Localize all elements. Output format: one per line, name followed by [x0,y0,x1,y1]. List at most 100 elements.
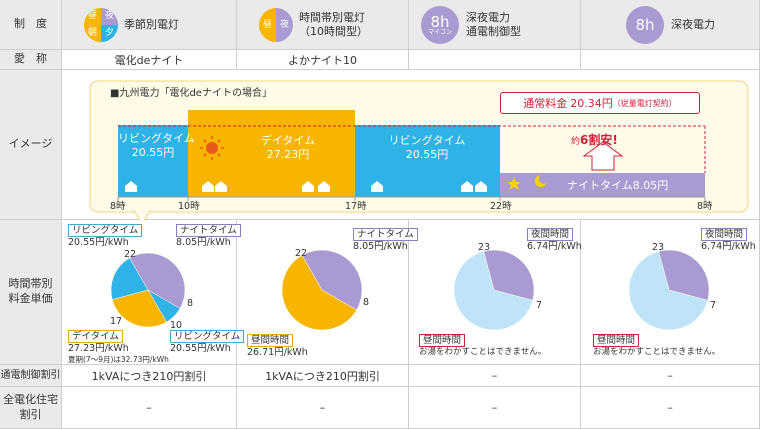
control-col1-text: 1kVAにつき210円割引 [91,369,207,383]
col1-night-name: ナイトタイム [176,224,241,238]
col1-living-name: リビングタイム [68,224,143,238]
header-system-text: 制 度 [14,17,47,31]
rates-col2: ナイトタイム 8.05円/kWh 昼間時間 26.71円/kWh 22 8 [237,220,418,365]
rates-col4: 夜間時間 6.74円/kWh 昼間時間 お湯をわかすことはできません。 23 7 [581,220,760,365]
all-electric-col1-text: – [146,401,152,414]
header-late-night: 8h 深夜電力 [581,0,760,50]
normal-rate-value: 20.34円 [570,97,613,110]
col1-living-tag: リビングタイム 20.55円/kWh [68,224,143,249]
callout-pointer-cover [135,210,149,213]
tick-label: 22時 [490,201,512,212]
col1-hour-22: 22 [124,249,137,260]
col1-night-tag: ナイトタイム 8.05円/kWh [176,224,241,249]
rates-col3: 夜間時間 6.74円/kWh 昼間時間 お湯をわかすことはできません。 23 7 [409,220,582,365]
living2-name: リビングタイム [388,134,466,147]
control-col4: – [581,365,760,387]
row-label-nickname: 愛 称 [0,50,62,70]
eight-hour-icon: 8h [626,6,664,44]
control-col3: – [409,365,581,387]
pie-slice [483,249,535,301]
normal-rate-note: （従量電灯契約） [612,98,677,108]
living1-label: リビングタイム 20.55円 [118,132,195,160]
savings-prefix: 約 [571,137,581,147]
rates-col1-pie [110,252,186,328]
image-caption: ■九州電力「電化deナイトの場合」 [110,88,272,99]
all-electric-col3-text: – [491,401,498,414]
tick-label: 8時 [697,201,713,212]
rates-col4-pie [628,249,710,331]
icon-day: 昼 [84,8,101,25]
moon-icon [535,174,549,187]
icon-evening: 夕 [101,25,118,42]
icon-night: 夜 [101,8,118,25]
night-name: ナイトタイム [567,179,633,192]
header-seasonal-title: 季節別電灯 [124,18,179,31]
nickname-col2: よかナイト10 [237,50,409,70]
living2-label: リビングタイム 20.55円 [382,134,472,162]
rates-label: 時間帯別 料金単価 [8,277,53,305]
day-name: デイタイム [260,134,316,147]
rates-col1: リビングタイム 20.55円/kWh ナイトタイム 8.05円/kWh デイタイム 2… [62,220,245,365]
all-electric-label: 全電化住宅 割引 [3,392,58,421]
col4-night-price: 6.74円/kWh [701,241,756,253]
col4-hour-7: 7 [710,300,717,311]
col2-night-price: 8.05円/kWh [353,241,408,253]
pie-slice [628,251,708,331]
all-electric-col1: – [62,387,237,429]
all-electric-col2: – [237,387,409,429]
row-label-rates: 時間帯別 料金単価 [0,220,62,365]
savings-arrow-icon [582,141,624,171]
col4-day-note: お湯をわかすことはできません。 [593,347,721,358]
star-icon [507,177,521,190]
col2-night-name: ナイトタイム [353,228,418,242]
day-label: デイタイム 27.23円 [238,134,338,162]
normal-rate-label: 通常料金 [523,97,568,110]
pie-slice [129,252,186,309]
col2-hour-22: 22 [295,248,308,259]
nickname-col3 [409,50,581,70]
rates-col3-pie [453,249,535,331]
icon-8h-text: 8h [430,12,450,31]
tick-label: 17時 [345,201,367,212]
col3-day-tag: 昼間時間 お湯をわかすことはできません。 [419,334,546,358]
col4-night-name: 夜間時間 [701,228,748,242]
night-price: 8.05円 [632,179,669,192]
savings-text: 約6割安! [571,133,618,148]
col1-hour-10: 10 [170,320,183,331]
col1-hour-8: 8 [187,298,194,309]
col3-night-tag: 夜間時間 6.74円/kWh [527,228,582,253]
row-label-control: 通電制御割引 [0,365,62,387]
col3-night-name: 夜間時間 [527,228,574,242]
col3-day-name: 昼間時間 [419,334,466,348]
icon-morning: 朝 [84,25,101,42]
col2-day-price: 26.71円/kWh [247,347,308,359]
sun-icon [200,136,224,160]
col2-night-tag: ナイトタイム 8.05円/kWh [353,228,418,253]
day-night-icon: 昼 夜 [259,8,293,42]
col1-hour-17: 17 [110,316,123,327]
col4-day-name: 昼間時間 [593,334,640,348]
nickname-col4 [581,50,760,70]
pie-slice [281,255,357,331]
col2-hour-8: 8 [363,297,370,308]
header-ln-title-1: 深夜電力 [466,11,510,24]
header-tou-title-2: （10時間型） [299,25,368,39]
nickname-col1-text: 電化deナイト [114,53,184,67]
col2-day-name: 昼間時間 [247,334,294,348]
tick-label: 10時 [178,201,200,212]
col4-hour-23: 23 [652,242,665,253]
image-panel: ■九州電力「電化deナイトの場合」 通常料金 20.34円 （従量電灯契約） 約… [62,70,760,220]
col1-living-price: 20.55円/kWh [68,237,129,249]
pie-slice [658,249,710,301]
nickname-col2-text: よかナイト10 [288,53,357,67]
col1-living2-tag: リビングタイム 20.55円/kWh [170,330,245,355]
row-label-image: イメージ [0,70,62,220]
col3-hour-23: 23 [478,242,491,253]
pie-slice [453,251,533,331]
savings-value: 6割安! [580,133,618,147]
pie-slice [110,257,149,300]
band-day [188,110,355,197]
icon-8h-text: 8h [635,15,655,34]
control-col2-text: 1kVAにつき210円割引 [265,369,380,383]
